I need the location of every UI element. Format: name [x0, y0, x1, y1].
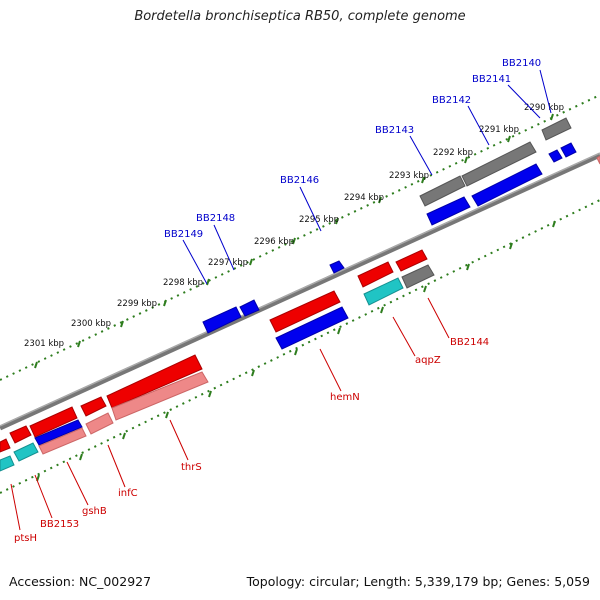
- upper-major-ticks: [34, 113, 554, 369]
- gene-aqpZ[interactable]: [357, 261, 394, 288]
- lower-tick-track: [0, 199, 600, 494]
- genome-summary-text: Topology: circular; Length: 5,339,179 bp…: [246, 574, 590, 589]
- gene-thrS[interactable]: [106, 354, 203, 409]
- gene-cyan-feature[interactable]: [363, 277, 404, 306]
- gene-BB2148[interactable]: [239, 299, 260, 317]
- gene-features-bottom-strand[interactable]: [0, 249, 435, 472]
- gene-label-gshB[interactable]: gshB: [82, 506, 107, 517]
- kbp-label: 2290 kbp: [524, 103, 564, 113]
- gene-BB2140[interactable]: [541, 117, 572, 141]
- gene-pink-feature[interactable]: [111, 371, 209, 421]
- bottom-gene-labels: BB2144 aqpZ hemN thrS infC gshB BB2153 p…: [14, 337, 489, 544]
- gene-label-aqpZ[interactable]: aqpZ: [415, 355, 441, 366]
- gene-label-BB2149[interactable]: BB2149: [164, 229, 203, 240]
- kbp-label: 2296 kbp: [254, 237, 294, 247]
- gene-label-infC[interactable]: infC: [118, 488, 138, 499]
- gene-blue-feature[interactable]: [34, 419, 83, 446]
- gene-label-BB2141[interactable]: BB2141: [472, 74, 511, 85]
- top-gene-labels: BB2140 BB2141 BB2142 BB2143 BB2146 BB214…: [164, 58, 541, 240]
- gene-label-BB2140[interactable]: BB2140: [502, 58, 541, 69]
- kbp-label: 2300 kbp: [71, 319, 111, 329]
- kbp-label: 2301 kbp: [24, 339, 64, 349]
- gene-label-BB2153[interactable]: BB2153: [40, 519, 79, 530]
- lower-major-ticks: [36, 220, 556, 482]
- accession-text: Accession: NC_002927: [9, 574, 152, 589]
- gene-BB2149[interactable]: [202, 306, 242, 334]
- kbp-label: 2299 kbp: [117, 299, 157, 309]
- genome-backbone: [0, 152, 600, 431]
- kbp-scale-labels: 2290 kbp 2291 kbp 2292 kbp 2293 kbp 2294…: [24, 103, 564, 349]
- gene-red-feature[interactable]: [0, 438, 11, 453]
- gene-BB2141[interactable]: [461, 141, 537, 187]
- gene-pink-feature[interactable]: [85, 412, 114, 435]
- gene-label-thrS[interactable]: thrS: [181, 462, 202, 473]
- gene-gshB[interactable]: [29, 406, 78, 438]
- gene-BB2144[interactable]: [401, 264, 435, 289]
- gene-BB2153[interactable]: [13, 442, 39, 462]
- kbp-label: 2294 kbp: [344, 193, 384, 203]
- gene-BB2146[interactable]: [329, 260, 345, 274]
- top-label-leaders: [182, 69, 552, 285]
- gene-blue-feature[interactable]: [426, 196, 471, 226]
- gene-BB2143[interactable]: [471, 163, 543, 207]
- kbp-label: 2293 kbp: [389, 171, 429, 181]
- kbp-label: 2292 kbp: [433, 148, 473, 158]
- gene-BB2142[interactable]: [419, 175, 466, 207]
- gene-features-top-strand[interactable]: [202, 117, 600, 334]
- kbp-label: 2295 kbp: [299, 215, 339, 225]
- gene-label-BB2143[interactable]: BB2143: [375, 125, 414, 136]
- gene-blue-feature[interactable]: [560, 142, 577, 158]
- kbp-label: 2291 kbp: [479, 125, 519, 135]
- gene-hemN[interactable]: [269, 290, 341, 333]
- gene-label-BB2144[interactable]: BB2144: [450, 337, 489, 348]
- gene-label-ptsH[interactable]: ptsH: [14, 533, 37, 544]
- gene-blue-feature[interactable]: [548, 149, 563, 163]
- bottom-label-leaders: [10, 297, 450, 531]
- gene-label-BB2146[interactable]: BB2146: [280, 175, 319, 186]
- kbp-label: 2298 kbp: [163, 278, 203, 288]
- gene-ptsH[interactable]: [0, 455, 15, 472]
- gene-pink-feature[interactable]: [596, 155, 600, 165]
- gene-red-feature[interactable]: [395, 249, 428, 272]
- upper-tick-track: [0, 94, 600, 381]
- gene-red-feature[interactable]: [9, 425, 32, 444]
- gene-label-hemN[interactable]: hemN: [330, 392, 360, 403]
- gene-infC[interactable]: [80, 396, 107, 417]
- map-title: Bordetella bronchiseptica RB50, complete…: [134, 9, 466, 24]
- kbp-label: 2297 kbp: [208, 258, 248, 268]
- gene-label-BB2148[interactable]: BB2148: [196, 213, 235, 224]
- gene-pink-feature[interactable]: [38, 427, 87, 455]
- gene-label-BB2142[interactable]: BB2142: [432, 95, 471, 106]
- gene-blue-feature[interactable]: [275, 306, 349, 350]
